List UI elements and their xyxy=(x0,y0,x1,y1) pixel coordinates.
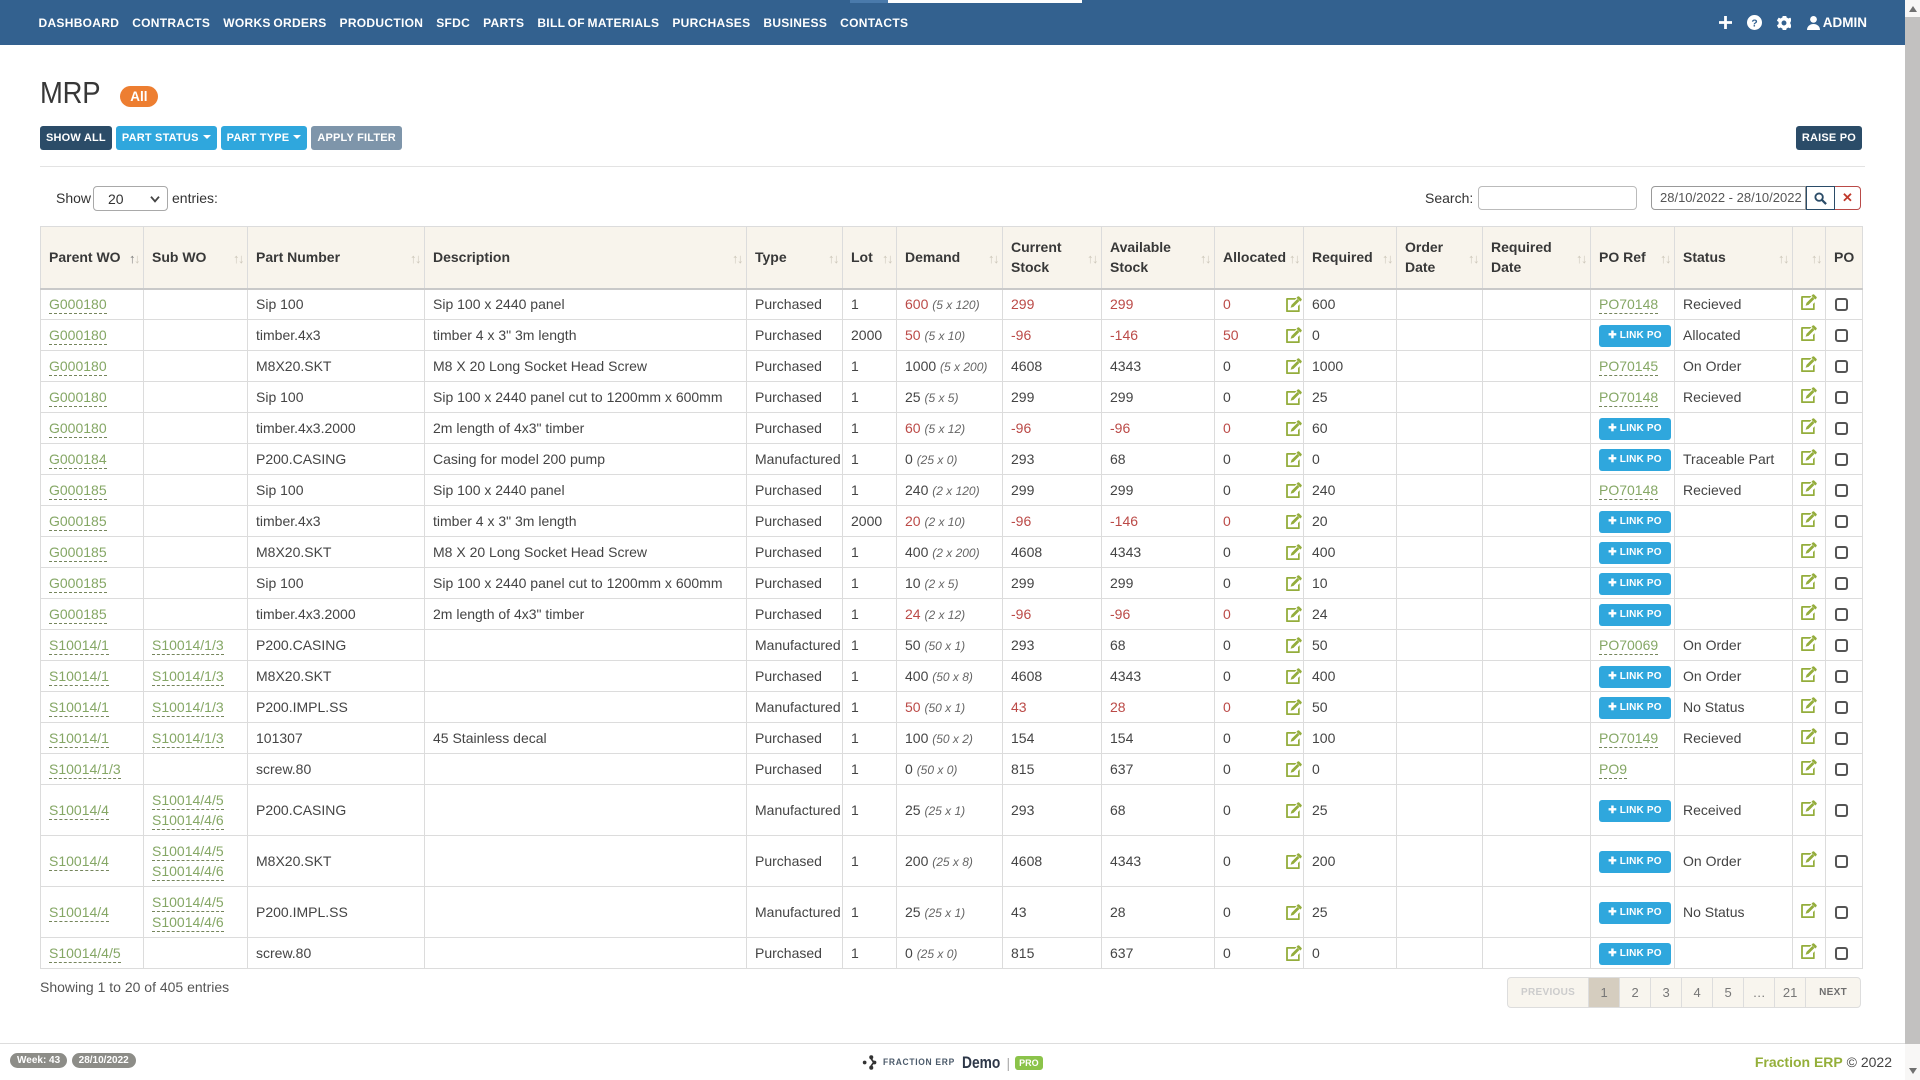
svg-text:?: ? xyxy=(1751,18,1757,29)
